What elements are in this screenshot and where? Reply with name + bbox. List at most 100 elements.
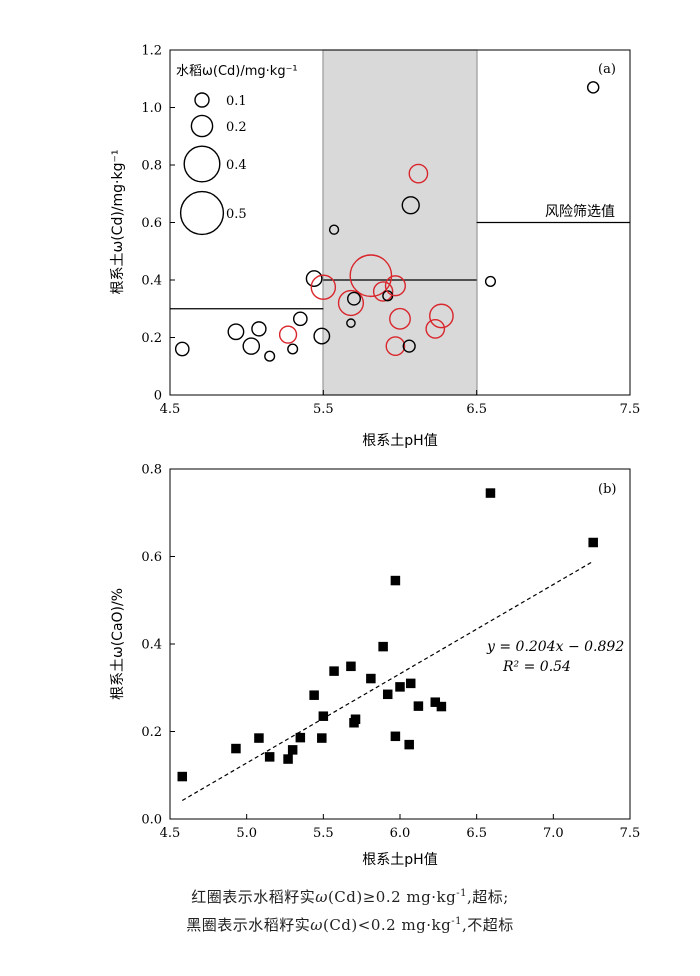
x-tick-label: 5.5 bbox=[313, 826, 334, 841]
caption-2-mid: (Cd)<0.2 mg·kg bbox=[322, 916, 452, 934]
caption-2-post: ,不超标 bbox=[461, 916, 514, 934]
y-tick-label: 0.4 bbox=[141, 638, 162, 653]
y-tick-label: 0.8 bbox=[141, 159, 162, 174]
bubble-normal bbox=[586, 81, 600, 94]
data-point bbox=[405, 678, 416, 689]
y-tick-label: 0.2 bbox=[141, 331, 162, 346]
screening-value-lines bbox=[170, 221, 630, 310]
bubble-normal bbox=[287, 343, 299, 355]
screening-value-label: 风险筛选值 bbox=[545, 204, 615, 220]
panel-b-points bbox=[177, 488, 598, 782]
data-point bbox=[390, 731, 401, 742]
x-tick-label: 5.0 bbox=[236, 826, 257, 841]
bubble-exceeds bbox=[429, 303, 454, 329]
x-tick-label: 7.5 bbox=[620, 402, 641, 417]
data-point bbox=[318, 711, 329, 721]
bubble-exceeds bbox=[385, 336, 406, 356]
y-tick-label: 0.4 bbox=[141, 274, 162, 289]
data-point bbox=[346, 661, 356, 672]
data-point bbox=[382, 689, 393, 700]
panel-a-x-axis-label: 根系土pH值 bbox=[362, 433, 437, 449]
bubble-normal bbox=[401, 196, 420, 215]
data-point bbox=[287, 745, 298, 755]
bubble-exceeds bbox=[408, 163, 429, 184]
panel-a-x-ticks: 4.5 5.5 6.5 7.5 bbox=[160, 390, 641, 417]
bubble-normal bbox=[484, 275, 497, 287]
data-point bbox=[350, 714, 361, 724]
y-tick-label: 0.2 bbox=[141, 725, 162, 740]
panel-b-x-ticks: 4.5 5.0 5.5 6.0 6.5 7.0 7.5 bbox=[160, 814, 641, 841]
data-point bbox=[485, 488, 496, 498]
bubble-normal bbox=[347, 291, 361, 306]
size-legend-circle bbox=[190, 114, 214, 138]
bubble-exceeds bbox=[372, 281, 394, 302]
size-legend-label: 0.4 bbox=[226, 158, 247, 173]
y-tick-label: 1.0 bbox=[141, 101, 162, 116]
size-legend-circle bbox=[194, 92, 210, 108]
data-point bbox=[177, 771, 188, 782]
y-tick-label: 0.8 bbox=[141, 463, 162, 478]
data-point bbox=[231, 743, 241, 754]
bubble-normal bbox=[174, 341, 190, 357]
size-legend-circle bbox=[179, 190, 225, 236]
data-point bbox=[588, 537, 598, 548]
data-point bbox=[395, 682, 405, 692]
caption-1-omega: ω bbox=[315, 888, 328, 906]
data-point bbox=[366, 673, 376, 684]
data-point bbox=[413, 701, 424, 711]
bubble-exceeds bbox=[425, 319, 446, 339]
bubble-normal bbox=[328, 224, 340, 235]
regression-line bbox=[181, 560, 594, 802]
data-point bbox=[295, 732, 306, 743]
panel-a-y-ticks: 0 0.2 0.4 0.6 0.8 1.0 1.2 bbox=[141, 44, 175, 404]
data-point bbox=[329, 666, 339, 676]
y-tick-label: 0.6 bbox=[141, 550, 162, 565]
bubble-exceeds bbox=[384, 275, 406, 297]
bubble-normal bbox=[292, 311, 308, 327]
x-tick-label: 4.5 bbox=[160, 826, 181, 841]
bubble-normal bbox=[264, 350, 276, 362]
bubble-exceeds bbox=[278, 325, 298, 344]
panel-a-points bbox=[174, 81, 600, 362]
panel-b-y-ticks: 0.0 0.2 0.4 0.6 0.8 bbox=[141, 463, 175, 828]
size-legend-title: 水稻ω(Cd)/mg·kg⁻¹ bbox=[176, 64, 298, 79]
panel-a-shaded-ph-band bbox=[322, 49, 478, 396]
data-point bbox=[436, 701, 447, 712]
bubble-normal bbox=[251, 321, 267, 337]
size-legend-label: 0.2 bbox=[226, 120, 247, 135]
data-point bbox=[264, 752, 275, 762]
bubble-exceeds bbox=[337, 289, 365, 317]
bubble-normal bbox=[402, 339, 416, 353]
caption-1-mid: (Cd)≥0.2 mg·kg bbox=[327, 888, 457, 906]
panel-b-x-axis-label: 根系土pH值 bbox=[362, 852, 437, 868]
data-point bbox=[309, 690, 319, 700]
panel-b-y-axis-label: 根系土ω(CaO)/% bbox=[110, 588, 126, 700]
panel-a-y-axis-label: 根系土ω(Cd)/mg·kg⁻¹ bbox=[110, 150, 126, 295]
panel-a-label: (a) bbox=[598, 62, 616, 77]
y-tick-label: 0.6 bbox=[141, 216, 162, 231]
caption-line-2: 黑圈表示水稻籽实ω(Cd)<0.2 mg·kg-1,不超标 bbox=[0, 914, 700, 935]
x-tick-label: 5.5 bbox=[313, 402, 334, 417]
data-point bbox=[378, 641, 388, 652]
bubble-normal bbox=[227, 323, 245, 341]
panel-b-label: (b) bbox=[598, 482, 616, 497]
bubble-normal bbox=[313, 327, 331, 345]
caption-2-omega: ω bbox=[310, 916, 323, 934]
bubble-normal bbox=[346, 318, 356, 328]
regression-r2: R² = 0.54 bbox=[502, 659, 571, 675]
data-point bbox=[390, 575, 401, 586]
x-tick-label: 4.5 bbox=[160, 402, 181, 417]
x-tick-label: 7.5 bbox=[620, 826, 641, 841]
caption-1-pre: 红圈表示水稻籽实 bbox=[191, 888, 316, 906]
caption-2-pre: 黑圈表示水稻籽实 bbox=[186, 916, 311, 934]
x-tick-label: 7.0 bbox=[543, 826, 564, 841]
size-legend: 水稻ω(Cd)/mg·kg⁻¹ 0.1 0.2 0.4 0.5 bbox=[176, 64, 298, 236]
panel-b-scatter: 4.5 5.0 5.5 6.0 6.5 7.0 7.5 0.0 0.2 0.4 0.6 0.8 (b… bbox=[110, 463, 640, 869]
bubble-normal bbox=[305, 270, 323, 287]
data-point bbox=[317, 733, 327, 743]
caption-1-post: ,超标; bbox=[466, 888, 509, 906]
caption-1-sup: -1 bbox=[456, 888, 467, 899]
regression-equation: y = 0.204x − 0.892 bbox=[486, 639, 624, 655]
bubble-exceeds bbox=[310, 274, 337, 300]
bubble-normal bbox=[242, 337, 261, 355]
